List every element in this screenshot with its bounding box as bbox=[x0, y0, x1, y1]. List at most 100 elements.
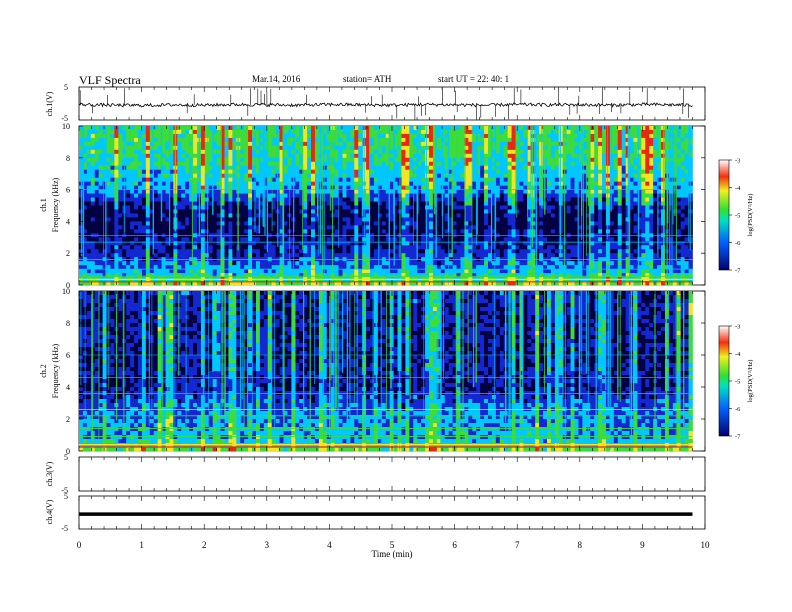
spectrogram-cell bbox=[460, 225, 465, 230]
spectrogram-cell bbox=[216, 153, 221, 159]
spectrogram-cell bbox=[582, 241, 587, 246]
spectrogram-cell bbox=[114, 209, 119, 214]
spectrogram-cell bbox=[495, 141, 501, 147]
spectrogram-cell bbox=[594, 141, 599, 147]
spectrogram-cell bbox=[94, 225, 100, 230]
spectrogram-cell bbox=[487, 229, 493, 234]
spectrogram-cell bbox=[295, 141, 300, 147]
spectrogram-cell bbox=[185, 141, 190, 147]
spectrogram-cell bbox=[602, 153, 607, 159]
spectrogram-cell bbox=[267, 217, 273, 222]
spectrogram-cell bbox=[342, 177, 347, 183]
spectrogram-cell bbox=[605, 229, 611, 234]
spectrogram-cell bbox=[200, 209, 206, 214]
spectrogram-cell bbox=[342, 201, 347, 206]
spectrogram-cell bbox=[307, 165, 312, 171]
spectrogram-cell bbox=[444, 237, 450, 242]
spectrogram-cell bbox=[193, 185, 198, 190]
spectrogram-cell bbox=[177, 145, 182, 151]
spectrogram-cell bbox=[377, 165, 383, 171]
spectrogram-cell bbox=[189, 126, 194, 131]
spectrogram-cell bbox=[181, 189, 186, 194]
spectrogram-cell bbox=[295, 209, 300, 214]
spectrogram-cell bbox=[185, 161, 190, 167]
spectrogram-cell bbox=[468, 165, 473, 171]
spectrogram-cell bbox=[417, 249, 422, 254]
spectrogram-cell bbox=[338, 141, 343, 147]
spectrogram-cell bbox=[578, 181, 583, 186]
spectrogram-cell bbox=[126, 173, 131, 179]
spectrogram-cell bbox=[370, 169, 375, 175]
spectrogram-cell bbox=[102, 217, 107, 222]
spectrogram-cell bbox=[248, 145, 253, 151]
spectrogram-cell bbox=[185, 169, 190, 175]
spectrogram-cell bbox=[137, 165, 143, 171]
spectrogram-cell bbox=[684, 165, 689, 171]
spectrogram-cell bbox=[381, 149, 387, 155]
spectrogram-cell bbox=[342, 229, 347, 234]
spectrogram-cell bbox=[417, 245, 422, 250]
spectrogram-cell bbox=[134, 189, 139, 194]
spectrogram-cell bbox=[193, 181, 198, 186]
spectrogram-cell bbox=[515, 245, 520, 250]
spectrogram-cell bbox=[389, 221, 394, 226]
spectrogram-cell bbox=[672, 217, 678, 222]
spectrogram-cell bbox=[617, 245, 623, 250]
spectrogram-cell bbox=[189, 141, 194, 147]
spectrogram-cell bbox=[141, 193, 147, 198]
spectrogram-cell bbox=[605, 133, 611, 139]
spectrogram-cell bbox=[452, 145, 457, 151]
spectrogram-cell bbox=[204, 225, 210, 230]
spectrogram-cell bbox=[507, 229, 512, 234]
spectrogram-cell bbox=[370, 126, 375, 131]
spectrogram-cell bbox=[240, 209, 245, 214]
spectrogram-cell bbox=[452, 177, 457, 183]
spectrogram-cell bbox=[370, 157, 375, 163]
spectrogram-cell bbox=[165, 169, 170, 175]
spectrogram-cell bbox=[208, 181, 214, 186]
spectrogram-cell bbox=[283, 165, 288, 171]
spectrogram-cell bbox=[110, 225, 115, 230]
spectrogram-cell bbox=[114, 177, 119, 183]
spectrogram-cell bbox=[436, 193, 442, 198]
spectrogram-cell bbox=[657, 165, 662, 171]
spectrogram-cell bbox=[212, 185, 217, 190]
spectrogram-cell bbox=[531, 169, 536, 175]
spectrogram-cell bbox=[649, 133, 654, 139]
spectrogram-cell bbox=[279, 201, 284, 206]
spectrogram-cell bbox=[487, 201, 493, 206]
spectrogram-cell bbox=[149, 177, 155, 183]
spectrogram-cell bbox=[385, 205, 391, 210]
spectrogram-cell bbox=[605, 169, 611, 175]
spectrogram-cell bbox=[90, 161, 96, 167]
spectrogram-cell bbox=[311, 145, 316, 151]
spectrogram-cell bbox=[334, 237, 339, 242]
spectrogram-cell bbox=[118, 133, 123, 139]
spectrogram-cell bbox=[417, 157, 422, 163]
spectrogram-cell bbox=[515, 129, 520, 135]
spectrogram-cell bbox=[484, 165, 489, 171]
spectrogram-cell bbox=[550, 161, 556, 167]
spectrogram-cell bbox=[169, 229, 174, 234]
spectrogram-cell bbox=[232, 141, 237, 147]
spectrogram-cell bbox=[464, 129, 469, 135]
spectrogram-cell bbox=[189, 229, 194, 234]
spectrogram-cell bbox=[338, 213, 343, 218]
spectrogram-cell bbox=[200, 177, 206, 183]
spectrogram-cell bbox=[405, 241, 410, 246]
spectrogram-cell bbox=[393, 245, 398, 250]
spectrogram-cell bbox=[484, 205, 489, 210]
spectrogram-cell bbox=[177, 141, 182, 147]
spectrogram-cell bbox=[452, 157, 457, 163]
spectrogram-cell bbox=[680, 217, 685, 222]
spectrogram-cell bbox=[436, 137, 442, 143]
spectrogram-cell bbox=[602, 245, 607, 250]
spectrogram-cell bbox=[326, 181, 332, 186]
spectrogram-cell bbox=[338, 173, 343, 179]
spectrogram-cell bbox=[495, 173, 501, 179]
spectrogram-cell bbox=[621, 241, 626, 246]
spectrogram-cell bbox=[134, 157, 139, 163]
spectrogram-cell bbox=[322, 161, 328, 167]
spectrogram-cell bbox=[609, 177, 615, 183]
spectrogram-cell bbox=[464, 141, 469, 147]
